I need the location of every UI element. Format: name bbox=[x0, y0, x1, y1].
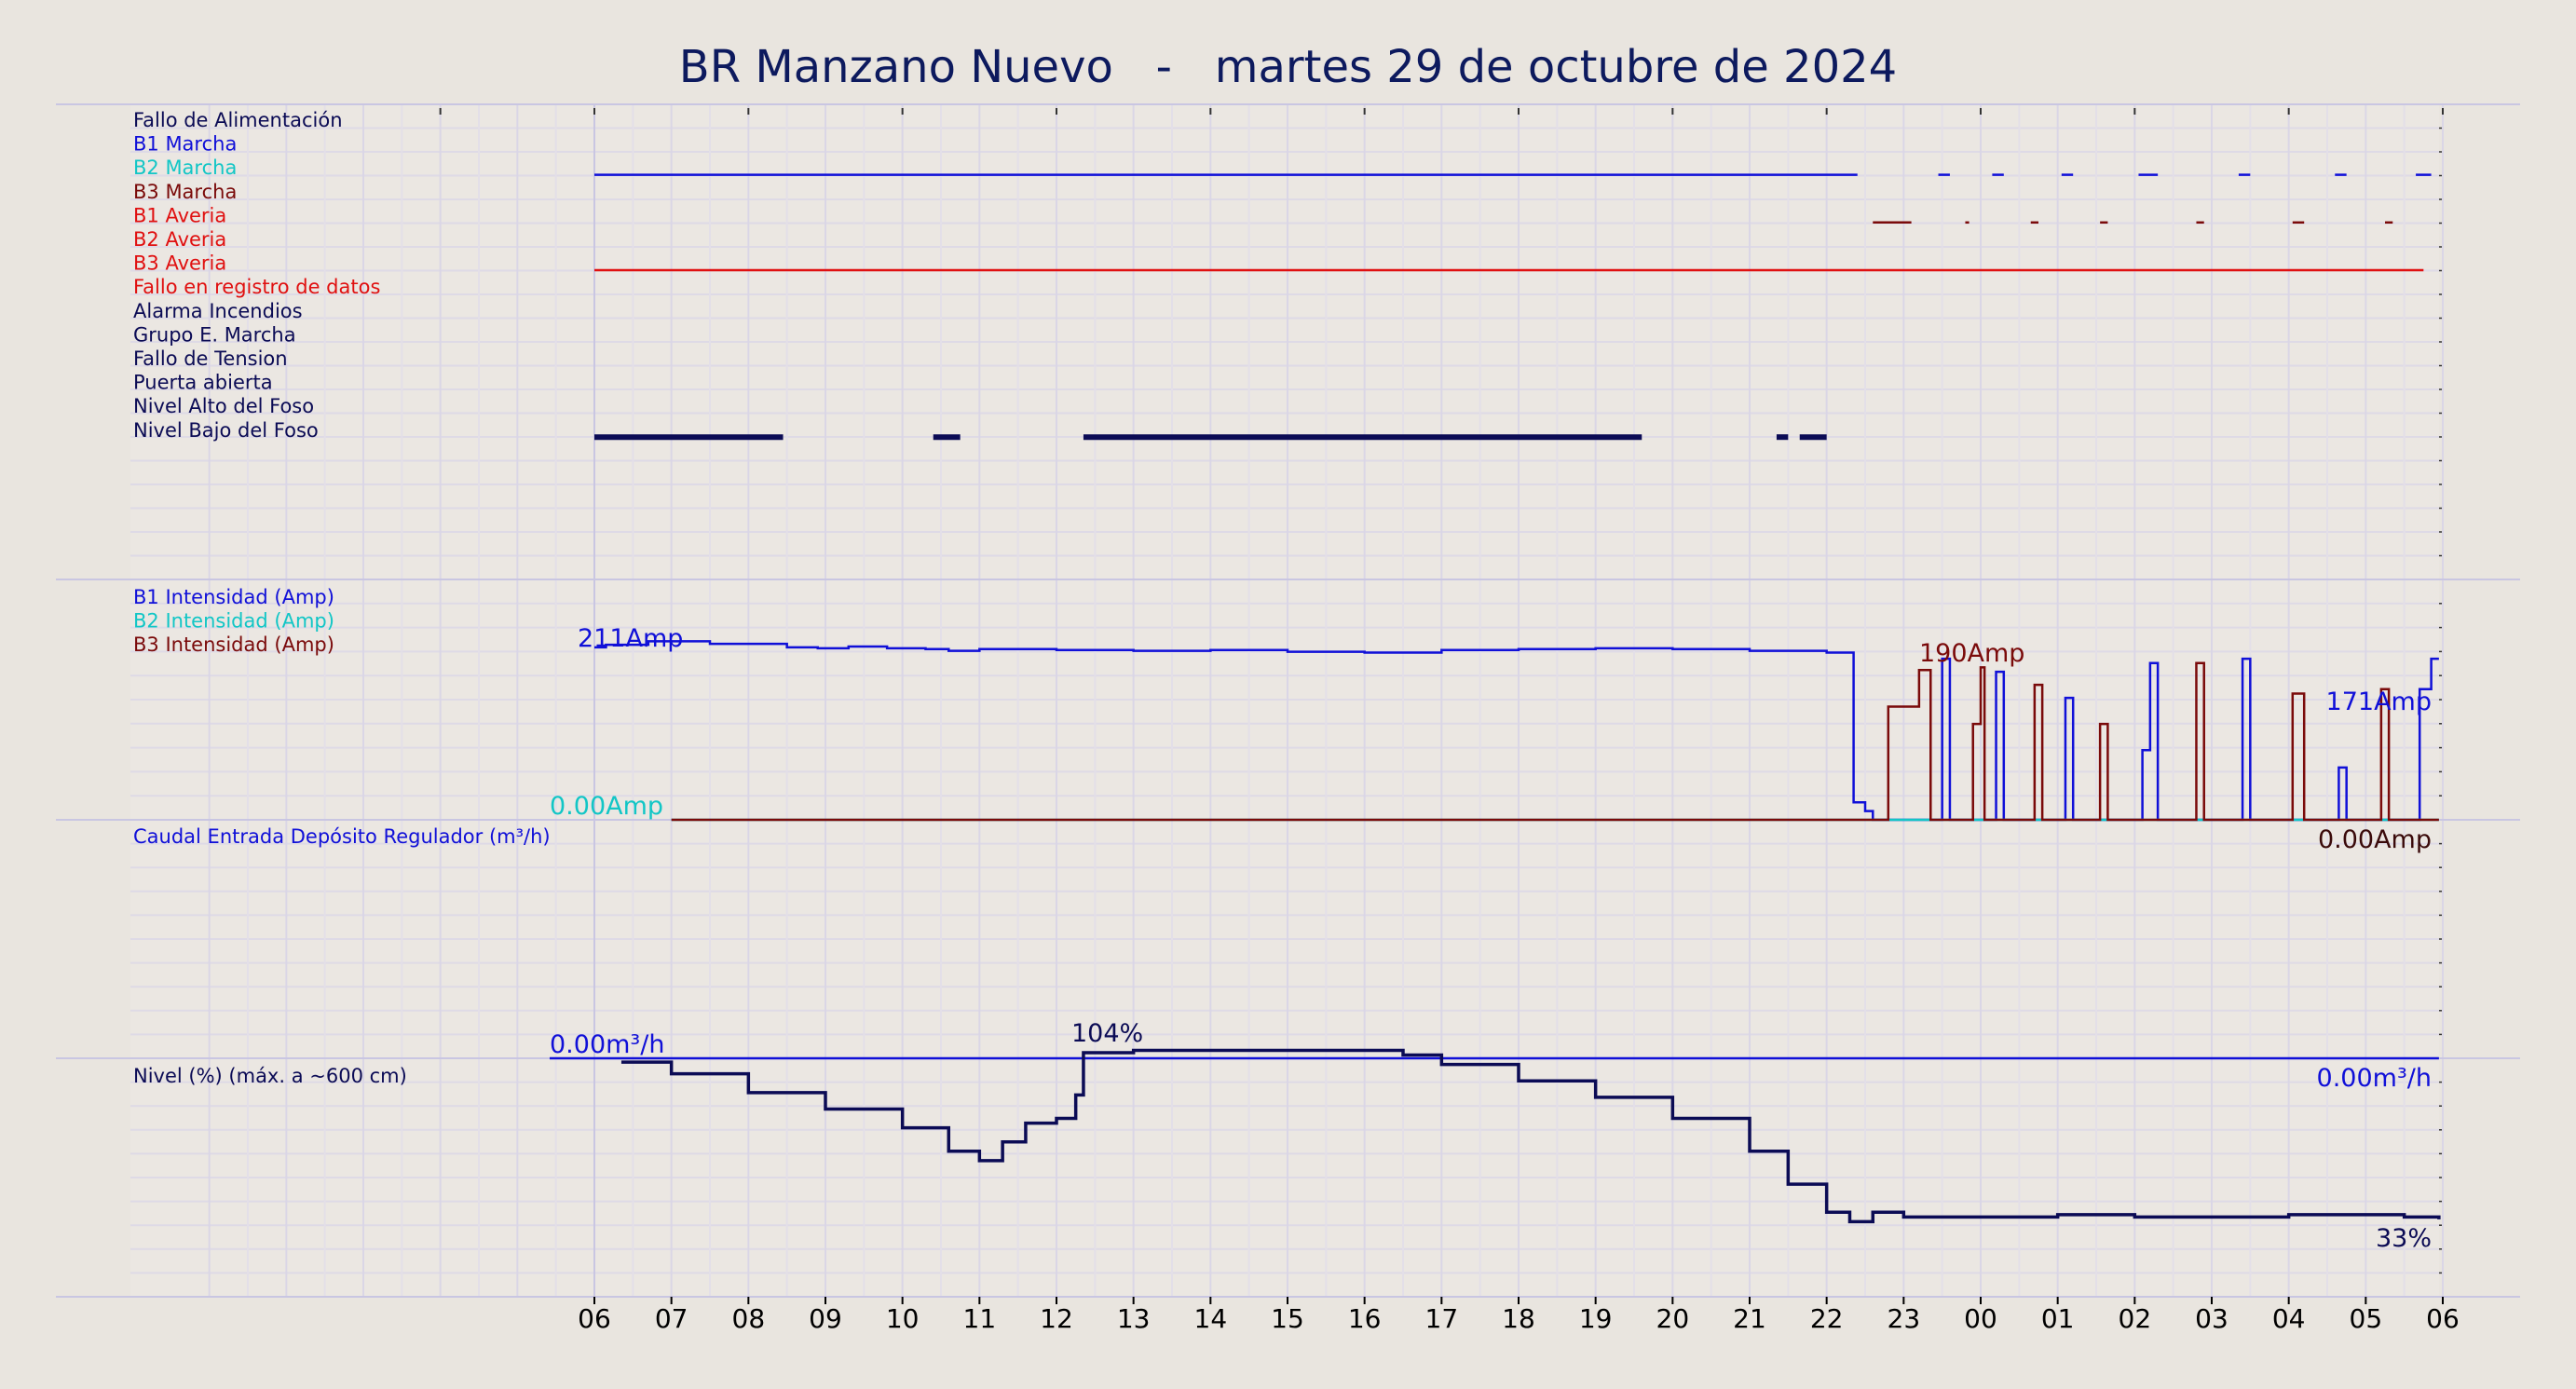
x-tick-label: 20 bbox=[1656, 1303, 1690, 1334]
series-line bbox=[620, 1048, 2441, 1224]
value-annotation: 171Amp bbox=[2326, 688, 2432, 716]
signal-label: Nivel Alto del Foso bbox=[133, 395, 314, 417]
series-legend: B1 Intensidad (Amp) bbox=[133, 586, 334, 608]
series-legend: B3 Intensidad (Amp) bbox=[133, 633, 334, 656]
x-tick-label: 07 bbox=[655, 1303, 688, 1334]
x-tick-label: 23 bbox=[1888, 1303, 1921, 1334]
value-annotation: 190Amp bbox=[1919, 639, 2024, 668]
x-tick-label: 11 bbox=[963, 1303, 997, 1334]
signal-label: B1 Marcha bbox=[133, 133, 237, 156]
x-tick-label: 03 bbox=[2195, 1303, 2228, 1334]
x-tick-label: 09 bbox=[809, 1303, 842, 1334]
x-tick-label: 12 bbox=[1040, 1303, 1073, 1334]
x-tick-label: 05 bbox=[2350, 1303, 2383, 1334]
x-tick-label: 04 bbox=[2272, 1303, 2306, 1334]
value-annotation: 0.00m³/h bbox=[2317, 1064, 2432, 1093]
signal-label: B2 Marcha bbox=[133, 157, 237, 179]
signal-label: Alarma Incendios bbox=[133, 300, 303, 322]
series-legend: B2 Intensidad (Amp) bbox=[133, 610, 334, 633]
x-tick-label: 02 bbox=[2119, 1303, 2152, 1334]
x-tick-label: 16 bbox=[1348, 1303, 1382, 1334]
signal-label: Fallo en registro de datos bbox=[133, 276, 380, 298]
value-annotation: 104% bbox=[1071, 1019, 1143, 1048]
signal-label: B1 Averia bbox=[133, 204, 226, 226]
x-tick-label: 18 bbox=[1502, 1303, 1535, 1334]
signal-label: B2 Averia bbox=[133, 228, 226, 251]
x-tick-label: 15 bbox=[1271, 1303, 1304, 1334]
value-annotation: 33% bbox=[2376, 1224, 2432, 1253]
signal-label: B3 Marcha bbox=[133, 181, 237, 203]
x-tick-label: 13 bbox=[1117, 1303, 1151, 1334]
x-tick-label: 22 bbox=[1810, 1303, 1844, 1334]
signal-label: B3 Averia bbox=[133, 252, 226, 275]
x-tick-label: 00 bbox=[1964, 1303, 1997, 1334]
chart-title: BR Manzano Nuevo - martes 29 de octubre … bbox=[678, 41, 1898, 93]
series-legend: Caudal Entrada Depósito Regulador (m³/h) bbox=[133, 825, 551, 848]
value-annotation: 0.00m³/h bbox=[550, 1030, 664, 1059]
signal-label: Grupo E. Marcha bbox=[133, 323, 296, 346]
signal-label: Puerta abierta bbox=[133, 372, 273, 394]
x-tick-label: 06 bbox=[578, 1303, 611, 1334]
x-tick-label: 21 bbox=[1733, 1303, 1766, 1334]
x-tick-label: 10 bbox=[886, 1303, 920, 1334]
series-line bbox=[671, 661, 2439, 822]
value-annotation: 0.00Amp bbox=[2318, 825, 2432, 854]
x-tick-label: 01 bbox=[2041, 1303, 2075, 1334]
signal-label: Fallo de Alimentación bbox=[133, 109, 343, 131]
x-tick-label: 19 bbox=[1579, 1303, 1613, 1334]
value-annotation: 0.00Amp bbox=[550, 792, 663, 821]
signal-label: Nivel Bajo del Foso bbox=[133, 419, 319, 442]
x-tick-label: 17 bbox=[1425, 1303, 1459, 1334]
series-legend: Nivel (%) (máx. a ~600 cm) bbox=[133, 1065, 407, 1087]
x-tick-label: 08 bbox=[732, 1303, 766, 1334]
signal-label: Fallo de Tension bbox=[133, 347, 288, 370]
x-tick-label: 06 bbox=[2426, 1303, 2460, 1334]
x-tick-label: 14 bbox=[1194, 1303, 1228, 1334]
value-annotation: 211Amp bbox=[578, 624, 683, 653]
